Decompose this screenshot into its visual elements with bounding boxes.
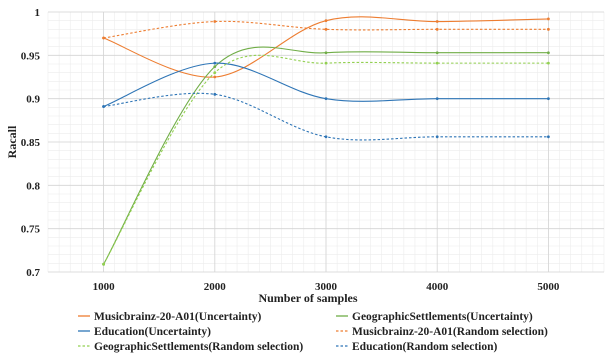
legend-item-2-label: GeographicSettlements(Uncertainty)	[352, 311, 533, 323]
y-axis-title: Racall	[5, 125, 19, 158]
legend-item-1-label: Musicbrainz-20-A01(Uncertainty)	[94, 311, 262, 323]
series-points	[102, 17, 550, 266]
x-tick-label: 4000	[426, 281, 449, 293]
legend-item-5: GeographicSettlements(Random selection)	[78, 341, 303, 353]
series-1-point	[435, 20, 439, 23]
series-3-point	[435, 97, 439, 101]
legend-item-1: Musicbrainz-20-A01(Uncertainty)	[78, 311, 262, 323]
series-3-point	[213, 61, 217, 65]
x-tick-label: 2000	[204, 281, 227, 293]
legend-item-4: Musicbrainz-20-A01(Random selection)	[336, 326, 548, 338]
y-axis-ticks: 0.7 0.75 0.8 0.85 0.9 0.95 1	[21, 7, 41, 279]
y-tick-label: 0.7	[26, 267, 40, 279]
legend-item-3: Education(Uncertainty)	[78, 326, 211, 338]
legend-item-5-label: GeographicSettlements(Random selection)	[94, 341, 303, 353]
series-5-point	[213, 71, 217, 75]
series-4-point	[213, 20, 217, 23]
series-2-point	[547, 51, 550, 55]
series-4-point	[435, 27, 439, 31]
x-axis-title: Number of samples	[258, 291, 357, 305]
legend-item-4-label: Musicbrainz-20-A01(Random selection)	[352, 326, 548, 338]
y-tick-label: 1	[35, 7, 41, 19]
series-5-line	[103, 54, 549, 265]
series-5-point	[435, 61, 439, 65]
x-tick-label: 5000	[537, 281, 560, 293]
series-5-point	[102, 262, 105, 266]
legend-item-6: Education(Random selection)	[336, 341, 498, 353]
series-6-point	[102, 105, 105, 108]
series-2-point	[435, 51, 439, 55]
y-tick-label: 0.95	[21, 50, 41, 62]
series-6-point	[213, 92, 217, 96]
legend-item-6-label: Education(Random selection)	[352, 341, 498, 353]
grid-lines	[47, 11, 605, 273]
series-6-point	[547, 135, 550, 139]
series-6-point	[324, 135, 328, 139]
x-tick-label: 3000	[315, 281, 338, 293]
series-1-point	[547, 17, 550, 21]
series-2-line	[103, 46, 549, 265]
series-1-point	[324, 19, 328, 23]
series-4-point	[324, 27, 328, 31]
series-5-point	[547, 61, 550, 65]
series-5-point	[324, 61, 328, 65]
series-4-point	[547, 27, 550, 31]
series-1-point	[213, 75, 217, 79]
x-axis-ticks: 1000 2000 3000 4000 5000	[93, 281, 560, 293]
y-tick-label: 0.75	[21, 224, 41, 236]
legend-item-2: GeographicSettlements(Uncertainty)	[336, 311, 533, 323]
series-2-point	[213, 65, 217, 68]
legend: Musicbrainz-20-A01(Uncertainty) Geographi…	[78, 311, 548, 353]
legend-item-3-label: Education(Uncertainty)	[94, 326, 211, 338]
series-2-point	[324, 51, 328, 55]
series-6-point	[435, 135, 439, 139]
x-tick-label: 1000	[93, 281, 116, 293]
y-tick-label: 0.85	[21, 137, 41, 149]
series-4-point	[102, 36, 105, 40]
y-tick-label: 0.9	[26, 94, 40, 106]
series-3-point	[324, 97, 328, 101]
y-tick-label: 0.8	[26, 180, 40, 192]
series-3-point	[547, 97, 550, 101]
